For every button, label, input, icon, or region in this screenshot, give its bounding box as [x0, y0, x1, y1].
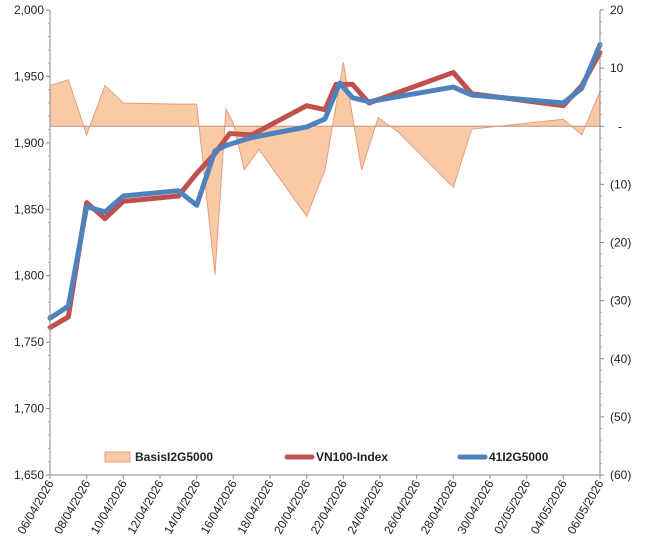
- y-right-tick-label: (30): [610, 294, 631, 308]
- line-layer: [47, 42, 603, 331]
- x-tick-label: 12/04/2026: [124, 477, 166, 536]
- x-tick-label: 24/04/2026: [344, 477, 386, 536]
- series-area-basis: [49, 62, 601, 275]
- y-right-tick-label: (20): [610, 236, 631, 250]
- area-layer: [49, 62, 601, 275]
- x-tick-label: 06/04/2026: [14, 477, 56, 536]
- x-tick-label: 10/04/2026: [88, 477, 130, 536]
- series-line-vn100: [47, 50, 603, 331]
- y-right-tick-label: (40): [610, 352, 631, 366]
- x-tick-label: 28/04/2026: [418, 477, 460, 536]
- y-right-tick-label: (10): [610, 177, 631, 191]
- y-left-tick-label: 1,700: [14, 402, 44, 416]
- y-left-tick-label: 1,950: [14, 69, 44, 83]
- x-tick-label: 26/04/2026: [381, 477, 423, 536]
- y-left-tick-label: 1,800: [14, 269, 44, 283]
- x-tick-label: 20/04/2026: [271, 477, 313, 536]
- legend-label-vn100: VN100-Index: [316, 450, 388, 464]
- x-tick-label: 04/05/2026: [528, 477, 570, 536]
- y-left-tick-label: 1,900: [14, 136, 44, 150]
- legend-label-41i2g5000: 41I2G5000: [489, 450, 549, 464]
- x-tick-label: 02/05/2026: [491, 477, 533, 536]
- series-line-41i2g5000: [47, 42, 603, 321]
- x-tick-label: 06/05/2026: [564, 477, 606, 536]
- x-tick-label: 14/04/2026: [161, 477, 203, 536]
- y-right-tick-label: (60): [610, 468, 631, 482]
- y-left-tick-label: 1,650: [14, 468, 44, 482]
- y-right-tick-label: 20: [610, 3, 624, 17]
- legend-label-basis: BasisI2G5000: [135, 450, 213, 464]
- y-left-tick-label: 2,000: [14, 3, 44, 17]
- y-left-tick-label: 1,850: [14, 202, 44, 216]
- y-right-tick-label: (50): [610, 410, 631, 424]
- x-tick-label: 08/04/2026: [51, 477, 93, 536]
- x-tick-label: 16/04/2026: [198, 477, 240, 536]
- legend-swatch-area: [104, 451, 131, 463]
- x-tick-label: 22/04/2026: [308, 477, 350, 536]
- x-tick-label: 30/04/2026: [454, 477, 496, 536]
- legend: BasisI2G5000 VN100-Index 41I2G5000: [104, 450, 549, 464]
- y-right-tick-label: 10: [610, 61, 624, 75]
- x-tick-label: 18/04/2026: [234, 477, 276, 536]
- y-left-tick-label: 1,750: [14, 335, 44, 349]
- y-right-tick-label: -: [618, 119, 622, 133]
